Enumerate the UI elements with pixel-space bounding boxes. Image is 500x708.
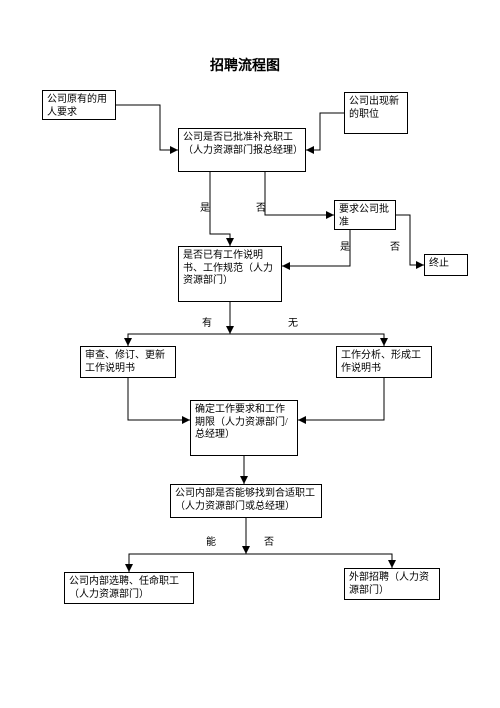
node-ask-approve: 要求公司批准 [334,200,396,230]
edge-label-can: 能 [206,538,216,548]
node-external-hire: 外部招聘（人力资源部门） [344,568,440,600]
node-job-analysis: 工作分析、形成工作说明书 [336,346,432,378]
page-title: 招聘流程图 [210,55,280,75]
edge-label-have: 有 [202,319,212,329]
edge-label-yes-1: 是 [200,204,210,214]
page-title-text: 招聘流程图 [210,59,280,74]
edge-label-no-2: 否 [390,243,400,253]
node-new-position: 公司出现新的职位 [344,92,408,134]
edge-label-cant: 否 [264,538,274,548]
node-has-jd: 是否已有工作说明书、工作规范（人力资源部门） [178,246,282,302]
node-existing-demand: 公司原有的用人要求 [42,90,116,120]
edge-label-yes-2: 是 [340,243,350,253]
node-internal-hire: 公司内部选聘、任命职工（人力资源部门） [64,572,194,604]
node-internal-fit: 公司内部是否能够找到合适职工（人力资源部门或总经理） [170,484,322,518]
node-terminate: 终止 [424,254,468,276]
node-approved-hire: 公司是否已批准补充职工（人力资源部门报总经理） [178,128,306,172]
edge-label-no-1: 否 [256,204,266,214]
flowchart-page: 招聘流程图 公司原有的用人要求 公司出现新的职位 公司是否已批准补充职工（人力资… [0,0,500,708]
node-review-jd: 审查、修订、更新工作说明书 [80,346,176,378]
node-define-req: 确定工作要求和工作期限（人力资源部门/总经理） [190,400,298,456]
edge-label-none: 无 [288,319,298,329]
